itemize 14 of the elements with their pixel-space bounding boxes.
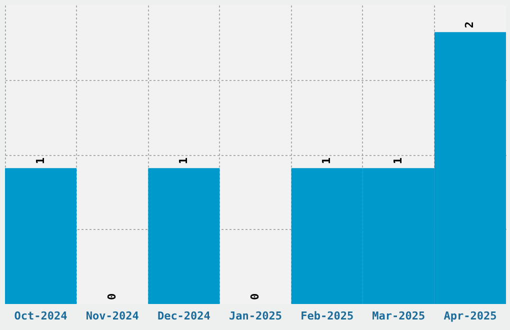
x-tick-label: Jan-2025 bbox=[229, 310, 282, 322]
data-label: 0 bbox=[248, 293, 262, 300]
x-tick-label: Oct-2024 bbox=[14, 310, 68, 322]
data-label: 1 bbox=[320, 157, 334, 164]
x-tick-label: Feb-2025 bbox=[300, 310, 354, 322]
x-tick-label: Mar-2025 bbox=[372, 310, 426, 322]
x-tick-label: Dec-2024 bbox=[157, 310, 211, 322]
data-label: 2 bbox=[463, 22, 476, 28]
data-label: 1 bbox=[34, 157, 47, 164]
data-label: 0 bbox=[105, 293, 118, 300]
x-tick-label: Nov-2024 bbox=[86, 310, 140, 322]
data-label: 1 bbox=[176, 157, 190, 164]
data-label: 1 bbox=[392, 157, 405, 164]
x-tick-label: Apr-2025 bbox=[444, 310, 497, 322]
